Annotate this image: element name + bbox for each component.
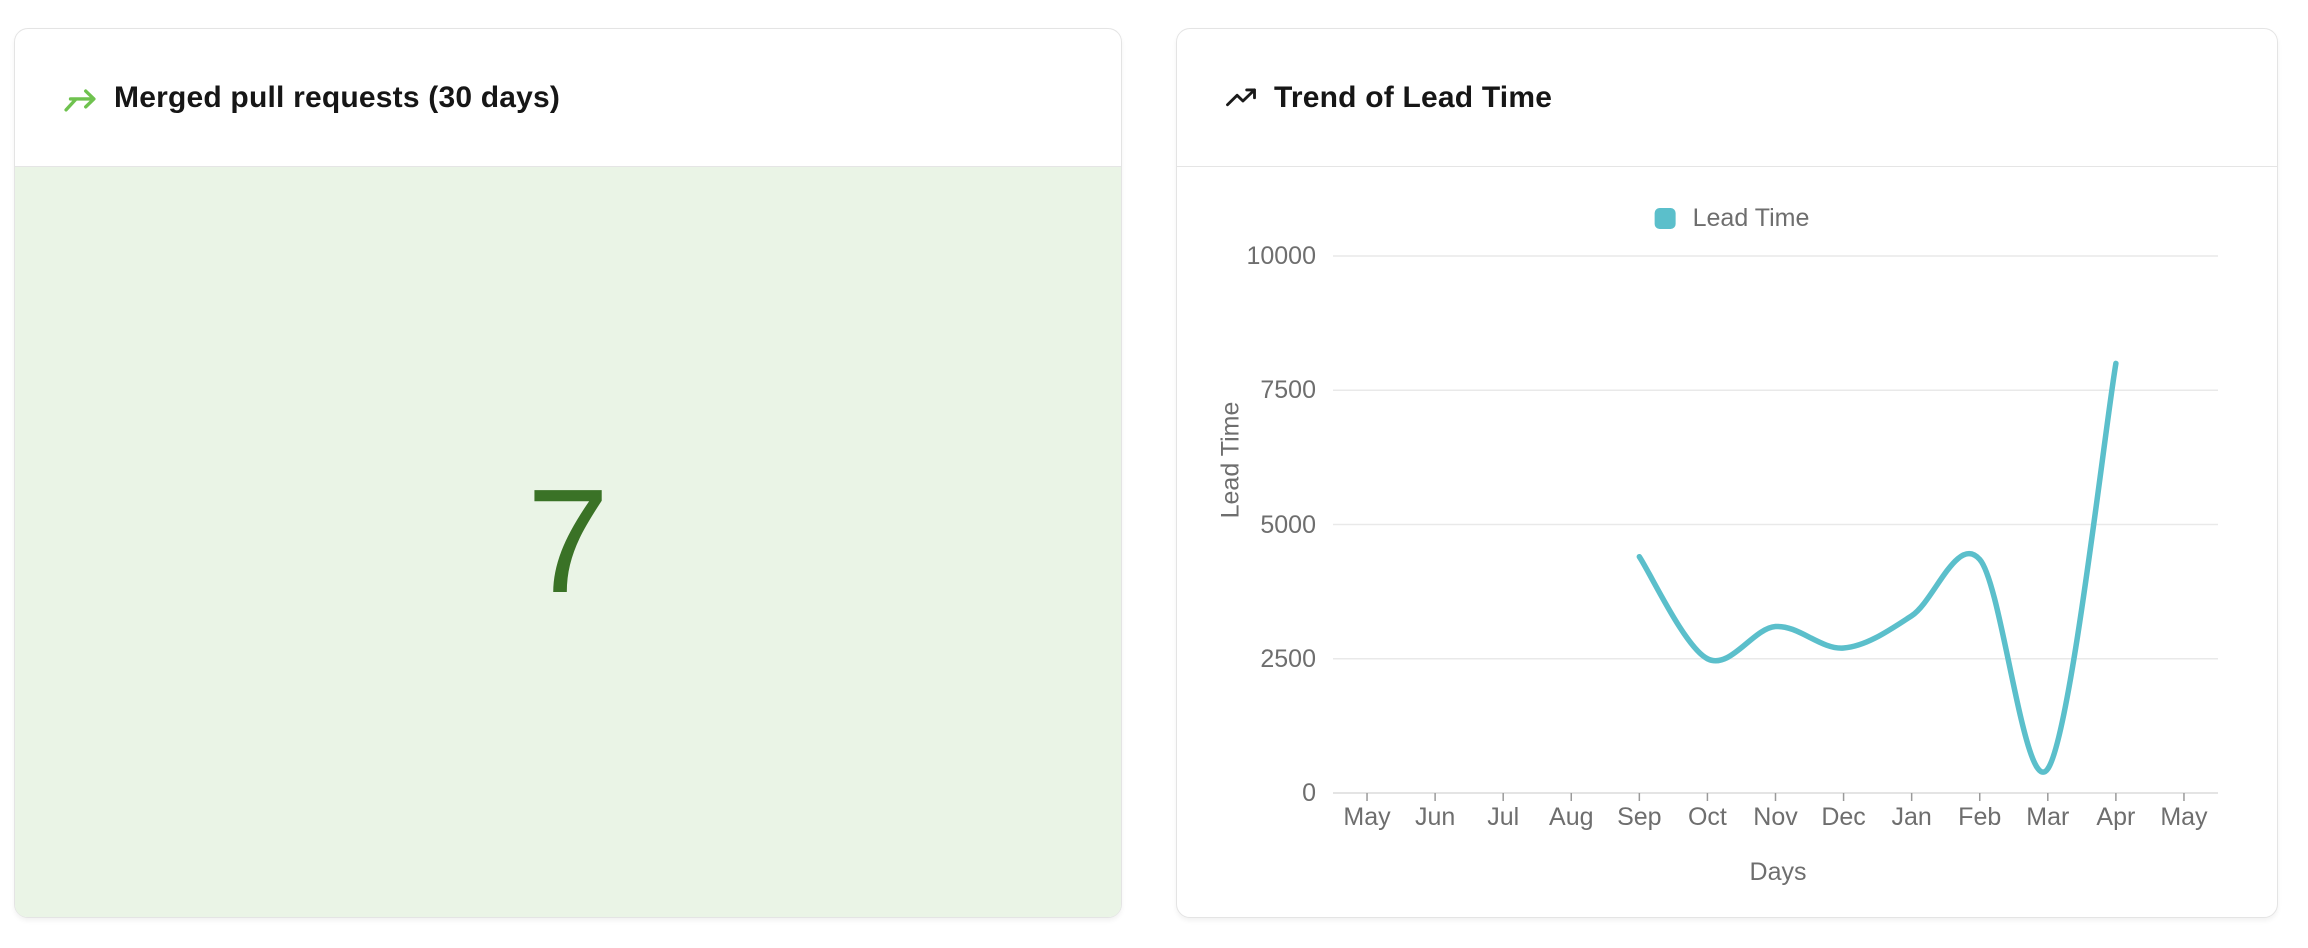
trending-up-icon <box>1226 87 1256 106</box>
x-tick-label: Jan <box>1891 803 1932 831</box>
merged-prs-panel: 7 <box>15 167 1121 917</box>
x-tick-label: Aug <box>1549 803 1594 831</box>
y-tick-label: 5000 <box>1260 510 1316 539</box>
legend-label: Lead Time <box>1692 204 1810 232</box>
x-tick-label: Oct <box>1687 803 1727 831</box>
card-header: Trend of Lead Time <box>1177 29 2277 167</box>
legend-swatch <box>1654 208 1676 229</box>
card-header: Merged pull requests (30 days) <box>15 29 1121 167</box>
x-tick-label: Feb <box>1958 803 2002 831</box>
merged-prs-value: 7 <box>526 459 610 624</box>
x-tick-label: Mar <box>2026 803 2070 831</box>
legend-item-lead-time[interactable]: Lead Time <box>1654 204 1810 233</box>
lead-time-trend-card: Trend of Lead Time <box>1176 28 2278 918</box>
merged-pull-requests-card: Merged pull requests (30 days) 7 <box>14 28 1122 918</box>
card-title: Trend of Lead Time <box>1274 80 1553 114</box>
x-tick-label: Jun <box>1414 803 1456 831</box>
card-title: Merged pull requests (30 days) <box>114 80 561 114</box>
lead-time-series-line[interactable] <box>1636 360 2119 775</box>
y-tick-label: 10000 <box>1246 242 1316 270</box>
y-tick-label: 2500 <box>1260 644 1316 673</box>
merge-arrow-icon <box>64 88 96 112</box>
y-tick-label: 0 <box>1302 779 1316 807</box>
x-tick-label: Dec <box>1821 803 1866 831</box>
x-tick-label: Sep <box>1617 803 1662 831</box>
x-tick-label: Nov <box>1753 803 1798 831</box>
y-tick-label: 7500 <box>1260 376 1316 405</box>
x-tick-label: Apr <box>2096 803 2136 831</box>
y-axis-title: Lead Time <box>1216 401 1245 519</box>
x-tick-label: May <box>1343 803 1391 831</box>
x-tick-label: Jul <box>1487 803 1520 831</box>
lead-time-line-chart[interactable] <box>1333 250 2228 810</box>
x-axis-title: Days <box>1749 858 1807 886</box>
x-tick-label: May <box>2160 803 2208 831</box>
